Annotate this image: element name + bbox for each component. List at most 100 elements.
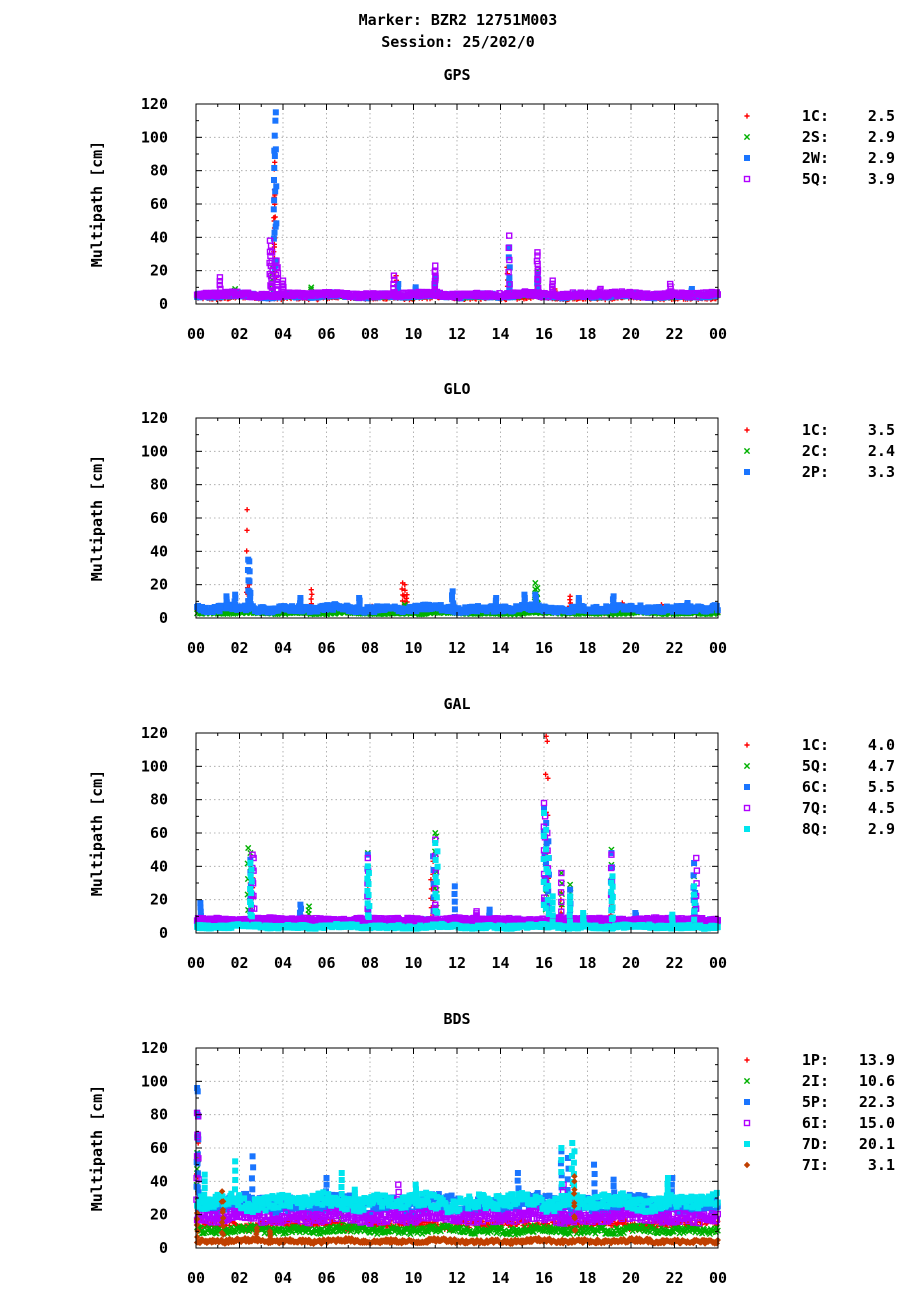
gps-title: GPS	[443, 66, 470, 84]
gps-legend-value-2s: 2.9	[868, 128, 895, 146]
glo-x-tick-label: 02	[230, 639, 248, 657]
gps-y-tick-label: 40	[150, 228, 168, 246]
gps-5q-spike-point	[534, 252, 541, 259]
glo-y-tick-label: 60	[150, 509, 168, 527]
glo-x-tick-label: 20	[622, 639, 640, 657]
glo-series-2p	[194, 556, 721, 616]
gps-2w-spike-trail	[273, 183, 280, 190]
glo-2p-spike-trail	[521, 595, 528, 601]
glo-1c-spike-trail	[567, 597, 573, 603]
gps-legend-name-1c: 1C:	[802, 107, 829, 125]
glo-legend-marker-2p	[744, 469, 750, 475]
glo-1c-spike-point	[244, 507, 250, 513]
gps-1c-spike-trail	[271, 241, 277, 247]
gps-2w-spike-point	[272, 117, 279, 124]
gps-y-axis-label: Multipath [cm]	[88, 141, 106, 267]
gps-x-tick-label: 06	[317, 325, 335, 343]
glo-x-tick-label: 06	[317, 639, 335, 657]
glo-x-tick-label: 22	[665, 639, 683, 657]
gps-legend-value-1c: 2.5	[868, 107, 895, 125]
glo-y-tick-label: 120	[141, 409, 168, 427]
glo-2p-spike-trail	[232, 595, 239, 601]
gps-2w-spike-trail	[271, 197, 278, 204]
glo-x-tick-label: 00	[187, 639, 205, 657]
glo-1c-spike-trail	[309, 591, 315, 597]
gps-1c-spike-point	[272, 159, 278, 165]
gps-points	[193, 109, 721, 303]
gps-legend-value-2w: 2.9	[868, 149, 895, 167]
glo-legend-value-1c: 3.5	[868, 421, 895, 439]
glo-2p-spike-trail	[684, 601, 691, 608]
glo-1c-spike-point	[308, 587, 314, 593]
glo-1c-spike-trail	[308, 596, 314, 602]
gps-x-tick-label: 16	[535, 325, 553, 343]
glo-y-tick-label: 40	[150, 542, 168, 560]
session-title: Session: 25/202/0	[381, 33, 535, 51]
glo-legend-name-1c: 1C:	[802, 421, 829, 439]
glo-legend-value-2p: 3.3	[868, 463, 895, 481]
gps-x-tick-label: 04	[274, 325, 292, 343]
glo-title: GLO	[443, 380, 470, 398]
glo-legend-value-2c: 2.4	[868, 442, 895, 460]
gps-legend: 1C: 2.52S: 2.92W: 2.95Q: 3.9	[743, 107, 895, 188]
gps-legend-marker-2s	[743, 133, 751, 141]
glo-x-tick-label: 04	[274, 639, 292, 657]
gps-x-tick-label: 10	[404, 325, 422, 343]
glo-x-tick-label: 10	[404, 639, 422, 657]
gps-2w-spike-trail	[271, 165, 278, 171]
gps-y-tick-label: 20	[150, 262, 168, 280]
gps-x-tick-label: 14	[491, 325, 509, 343]
gps-y-tick-label: 100	[141, 128, 168, 146]
gps-2w-spike-trail	[270, 206, 277, 213]
gps-legend-marker-2w	[744, 155, 750, 161]
gps-legend-marker-5q	[743, 175, 751, 183]
glo-2p-spike-trail	[223, 596, 230, 603]
glo-y-tick-label: 20	[150, 576, 168, 594]
glo-1c-spike-trail	[244, 527, 250, 533]
gps-legend-name-2w: 2W:	[802, 149, 829, 167]
gps-x-tick-label: 12	[448, 325, 466, 343]
glo-y-tick-label: 0	[159, 609, 168, 627]
glo-2p-spike-trail	[356, 597, 363, 604]
glo-2p-spike-trail	[247, 593, 254, 600]
gal-title: GAL	[443, 695, 470, 713]
glo-legend-name-2p: 2P:	[802, 463, 829, 481]
marker-title: Marker: BZR2 12751M003	[359, 11, 558, 29]
gps-x-tick-label: 00	[709, 325, 727, 343]
glo-2p-spike-trail	[246, 568, 253, 575]
gps-x-tick-label: 22	[665, 325, 683, 343]
glo-2c-spike-point	[532, 579, 539, 587]
gps-x-tick-label: 20	[622, 325, 640, 343]
glo-2p-spike-trail	[492, 597, 499, 604]
gps-legend-value-5q: 3.9	[868, 170, 895, 188]
gps-x-tick-label: 08	[361, 325, 379, 343]
glo-legend: 1C: 3.52C: 2.42P: 3.3	[743, 421, 895, 481]
glo-2p-spike-trail	[246, 578, 253, 585]
gps-5q-spike-point	[432, 262, 439, 269]
glo-y-axis-label: Multipath [cm]	[88, 455, 106, 581]
glo-x-tick-label: 08	[361, 639, 379, 657]
gps-2w-spike-point	[271, 132, 278, 139]
glo-2p-spike-trail	[575, 597, 582, 604]
gps-y-tick-label: 80	[150, 162, 168, 180]
gps-x-tick-label: 18	[578, 325, 596, 343]
gps-y-tick-label: 60	[150, 195, 168, 213]
glo-legend-marker-2c	[743, 447, 751, 455]
gps-5q-spike-point	[534, 249, 541, 256]
glo-2p-spike-trail	[532, 595, 539, 601]
glo-points	[193, 507, 721, 618]
gps-x-tick-label: 02	[230, 325, 248, 343]
gps-legend-marker-1c	[744, 113, 750, 119]
gps-x-tick-label: 00	[187, 325, 205, 343]
glo-x-tick-label: 14	[491, 639, 509, 657]
gal-1c-spike-point	[544, 738, 550, 744]
gps-series-5q	[193, 232, 721, 301]
glo-2p-spike-trail	[609, 596, 616, 603]
glo-x-tick-label: 00	[709, 639, 727, 657]
gps-2w-spike-trail	[271, 153, 278, 159]
glo-x-tick-label: 16	[535, 639, 553, 657]
gps-1c-spike-trail	[272, 214, 278, 220]
